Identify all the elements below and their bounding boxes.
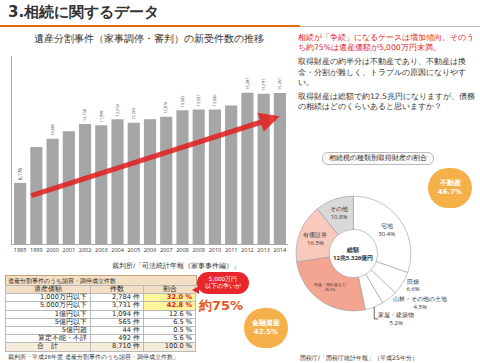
html-text:金融資産: 金融資産: [252, 319, 280, 327]
svg-text:2009: 2009: [192, 246, 205, 254]
html-text:割合: 割合: [162, 285, 177, 293]
svg-text:遺産分割事件（家事調停・審判）の新受件数の推移: 遺産分割事件（家事調停・審判）の新受件数の推移: [34, 32, 264, 45]
svg-text:2007: 2007: [160, 246, 173, 254]
html-text:1億円以下: 1億円以下: [54, 309, 87, 318]
html-text:1,000万円以下: 1,000万円以下: [40, 293, 87, 302]
html-text:件数: 件数: [110, 285, 124, 293]
html-text:約75%: 約75%: [199, 298, 244, 313]
svg-text:2006: 2006: [144, 246, 157, 254]
svg-text:現金・預貯金など26.0%: 現金・預貯金など26.0%: [314, 282, 346, 292]
html-text:3.相続に関するデータ: 3.相続に関するデータ: [8, 3, 160, 21]
html-text:不動産: 不動産: [439, 179, 461, 187]
svg-text:1985: 1985: [14, 246, 27, 254]
svg-text:2001: 2001: [63, 246, 76, 254]
svg-text:山林・その他の土地4.5%: 山林・その他の土地4.5%: [393, 295, 447, 311]
html-text:2,784 件: 2,784 件: [112, 293, 140, 302]
html-text:以下の争いが: 以下の争いが: [205, 283, 241, 289]
svg-text:11,999: 11,999: [99, 110, 104, 122]
html-text:国税庁/「国税庁統計年報」（平成25年分）: 国税庁/「国税庁統計年報」（平成25年分）: [300, 354, 418, 361]
svg-text:総額12兆5,326億円: 総額12兆5,326億円: [333, 246, 373, 262]
html-text:相続税の種類別取得財産の割合: 相続税の種類別取得財産の割合: [329, 154, 427, 162]
svg-text:1999: 1999: [30, 246, 43, 254]
svg-text:15,261: 15,261: [277, 78, 282, 90]
html-text:100.0 %: 100.0 %: [164, 342, 192, 351]
svg-text:2002: 2002: [79, 246, 92, 254]
svg-text:6,176: 6,176: [17, 168, 23, 180]
svg-text:2011: 2011: [225, 246, 238, 254]
html-text:5億円超: 5億円超: [61, 326, 87, 334]
html-text:12.6 %: 12.6 %: [169, 309, 192, 318]
svg-text:15,281: 15,281: [245, 78, 250, 90]
svg-text:2014: 2014: [274, 246, 287, 254]
html-text:1,094 件: 1,094 件: [112, 309, 140, 318]
html-text:3,731 件: 3,731 件: [112, 301, 140, 310]
html-text:裁判所/「司法統計年報（家事事件編）」: 裁判所/「司法統計年報（家事事件編）」: [112, 262, 241, 270]
svg-text:2000: 2000: [46, 246, 59, 254]
html-text:取得財産の約半分は不動産であり、不動産は換金・分割が難しく、: 取得財産の約半分は不動産であり、不動産は換金・分割が難しく、トラブルの原因になり…: [298, 57, 466, 87]
svg-text:12,614: 12,614: [115, 104, 120, 117]
html-text:44 件: 44 件: [122, 326, 140, 334]
html-text:32.0 %: 32.0 %: [166, 293, 192, 302]
svg-text:2010: 2010: [209, 246, 222, 254]
html-text:46.7%: 46.7%: [437, 188, 463, 196]
svg-text:12,134: 12,134: [82, 108, 87, 121]
html-text:遺産分割事件のうち認容・調停成立件数: 遺産分割事件のうち認容・調停成立件数: [8, 277, 116, 284]
html-text:5億円以下: 5億円以下: [54, 317, 87, 326]
svg-text:家屋・建築物5.2%: 家屋・建築物5.2%: [378, 311, 414, 327]
html-text:5,000万円: 5,000万円: [208, 276, 238, 282]
svg-text:12,265: 12,265: [131, 108, 136, 120]
svg-text:10,645: 10,645: [50, 124, 55, 136]
html-text:42.8 %: 42.8 %: [166, 301, 192, 310]
html-text:算定不能・不詳: 算定不能・不詳: [38, 334, 87, 343]
svg-text:田畑6.6%: 田畑6.6%: [406, 278, 419, 294]
svg-text:2005: 2005: [127, 246, 140, 254]
html-text:相続が「争続」になるケースは増加傾向。そのうち約75%は遺産: 相続が「争続」になるケースは増加傾向。そのうち約75%は遺産価額が5,000万円…: [298, 33, 474, 53]
html-text:遺産価額: 遺産価額: [34, 285, 62, 293]
svg-text:12,870: 12,870: [163, 102, 168, 114]
html-text:裁判所「平成26年度 遺産分割事件のうち認容・調停成立件数」: 裁判所「平成26年度 遺産分割事件のうち認容・調停成立件数」: [8, 354, 179, 360]
html-text:5,000万円以下: 5,000万円以下: [40, 301, 87, 310]
html-text:8,710 件: 8,710 件: [112, 342, 140, 351]
html-text:565 件: 565 件: [118, 317, 140, 326]
svg-text:13,505: 13,505: [180, 96, 185, 108]
html-text:5.6 %: 5.6 %: [173, 334, 192, 343]
html-text:492 件: 492 件: [118, 334, 140, 343]
svg-text:2012: 2012: [241, 246, 254, 254]
html-text:取得財産は総額で約12.5兆円になりますが、債務の相続はどの: 取得財産は総額で約12.5兆円になりますが、債務の相続はどのくらいあると思います…: [298, 92, 475, 112]
html-text:42.5%: 42.5%: [253, 328, 279, 336]
svg-text:2008: 2008: [176, 246, 189, 254]
svg-text:2004: 2004: [111, 246, 124, 254]
svg-text:2003: 2003: [95, 246, 108, 254]
svg-text:宅地30.4%: 宅地30.4%: [378, 222, 395, 238]
svg-text:15,191: 15,191: [261, 79, 266, 91]
html-text:6.5 %: 6.5 %: [173, 317, 192, 326]
svg-text:その他10.8%: その他10.8%: [330, 205, 348, 221]
svg-text:有価証券16.5%: 有価証券16.5%: [303, 231, 327, 247]
svg-text:13,597: 13,597: [196, 95, 201, 107]
html-text:合 計: 合 計: [37, 342, 59, 351]
html-text:0.5 %: 0.5 %: [173, 326, 192, 334]
svg-text:2013: 2013: [257, 246, 270, 254]
svg-text:13,600: 13,600: [212, 95, 217, 107]
